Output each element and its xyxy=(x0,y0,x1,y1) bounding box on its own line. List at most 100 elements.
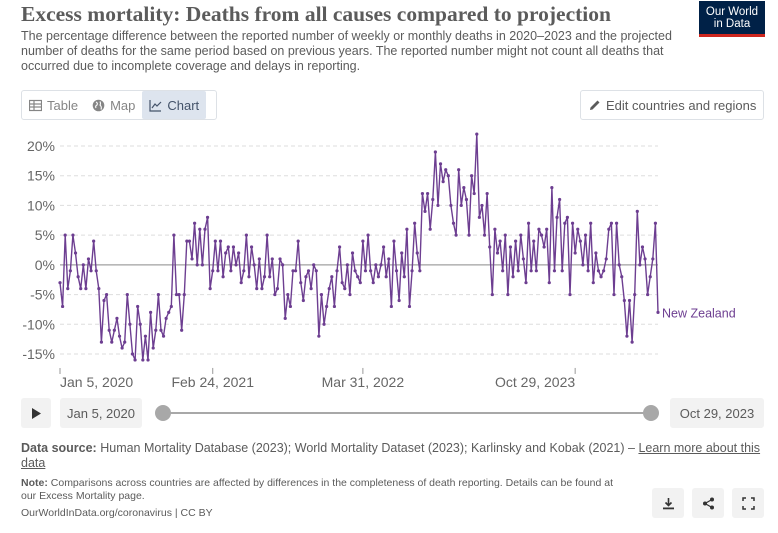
data-point[interactable] xyxy=(369,269,373,273)
data-point[interactable] xyxy=(340,281,344,285)
data-point[interactable] xyxy=(617,263,621,267)
data-point[interactable] xyxy=(275,287,280,291)
data-point[interactable] xyxy=(195,263,199,267)
data-point[interactable] xyxy=(154,328,158,332)
series-line-new-zealand[interactable] xyxy=(59,133,659,361)
data-point[interactable] xyxy=(630,340,634,344)
data-point[interactable] xyxy=(73,251,78,255)
data-point[interactable] xyxy=(286,292,290,297)
data-point[interactable] xyxy=(573,251,577,255)
data-point[interactable] xyxy=(379,263,383,267)
data-point[interactable] xyxy=(508,245,513,249)
data-point[interactable] xyxy=(550,186,554,190)
data-point[interactable] xyxy=(563,221,567,225)
data-point[interactable] xyxy=(265,233,269,237)
data-point[interactable] xyxy=(526,221,531,225)
data-point[interactable] xyxy=(174,292,179,297)
data-point[interactable] xyxy=(485,191,489,196)
data-point[interactable] xyxy=(79,287,83,291)
data-point[interactable] xyxy=(591,281,595,285)
download-button[interactable] xyxy=(652,488,684,518)
data-point[interactable] xyxy=(309,287,313,291)
data-point[interactable] xyxy=(394,269,399,273)
data-point[interactable] xyxy=(151,346,155,350)
data-point[interactable] xyxy=(470,174,474,178)
data-point[interactable] xyxy=(426,191,430,196)
data-point[interactable] xyxy=(475,132,479,136)
data-point[interactable] xyxy=(226,245,230,249)
data-point[interactable] xyxy=(547,281,551,285)
data-point[interactable] xyxy=(317,334,321,338)
data-point[interactable] xyxy=(389,304,393,309)
data-point[interactable] xyxy=(92,239,96,243)
data-point[interactable] xyxy=(516,269,520,273)
tab-chart[interactable]: Chart xyxy=(142,91,207,119)
data-point[interactable] xyxy=(120,346,124,350)
data-point[interactable] xyxy=(234,263,238,267)
data-point[interactable] xyxy=(472,191,476,196)
data-point[interactable] xyxy=(374,263,378,267)
data-point[interactable] xyxy=(477,215,481,219)
data-point[interactable] xyxy=(506,292,510,297)
data-point[interactable] xyxy=(314,269,318,273)
data-point[interactable] xyxy=(244,233,248,237)
data-point[interactable] xyxy=(193,221,197,225)
source-url[interactable]: OurWorldInData.org/coronavirus | CC BY xyxy=(21,507,213,519)
data-point[interactable] xyxy=(293,269,298,273)
data-point[interactable] xyxy=(356,275,360,279)
data-point[interactable] xyxy=(322,322,326,326)
data-point[interactable] xyxy=(221,275,225,279)
series-label[interactable]: New Zealand xyxy=(662,306,736,320)
data-point[interactable] xyxy=(545,227,549,231)
timeline-end-label[interactable]: Oct 29, 2023 xyxy=(670,398,764,428)
data-point[interactable] xyxy=(296,239,300,243)
data-point[interactable] xyxy=(278,257,282,261)
data-point[interactable] xyxy=(640,245,645,249)
data-point[interactable] xyxy=(99,340,104,344)
data-point[interactable] xyxy=(172,233,176,237)
data-point[interactable] xyxy=(312,263,316,267)
data-point[interactable] xyxy=(247,275,251,279)
data-point[interactable] xyxy=(68,269,72,273)
data-point[interactable] xyxy=(586,269,590,273)
data-point[interactable] xyxy=(646,292,650,297)
data-point[interactable] xyxy=(627,298,632,303)
data-point[interactable] xyxy=(348,292,352,297)
data-point[interactable] xyxy=(602,269,606,273)
timeline-end-handle[interactable] xyxy=(643,405,659,421)
data-point[interactable] xyxy=(511,275,515,279)
data-point[interactable] xyxy=(542,245,546,249)
data-point[interactable] xyxy=(555,215,559,219)
data-point[interactable] xyxy=(397,298,401,303)
data-point[interactable] xyxy=(521,257,525,261)
data-point[interactable] xyxy=(614,221,619,225)
data-point[interactable] xyxy=(524,281,528,285)
data-point[interactable] xyxy=(345,263,349,267)
data-point[interactable] xyxy=(136,304,140,309)
data-point[interactable] xyxy=(413,221,417,225)
data-point[interactable] xyxy=(306,269,311,273)
data-point[interactable] xyxy=(482,233,487,237)
data-point[interactable] xyxy=(436,203,440,208)
play-button[interactable] xyxy=(21,398,51,428)
data-point[interactable] xyxy=(495,251,500,255)
data-point[interactable] xyxy=(110,340,114,344)
data-point[interactable] xyxy=(281,263,285,267)
data-point[interactable] xyxy=(537,227,541,231)
data-point[interactable] xyxy=(104,292,109,297)
data-point[interactable] xyxy=(400,251,404,255)
data-point[interactable] xyxy=(609,221,614,225)
data-point[interactable] xyxy=(653,221,658,225)
data-point[interactable] xyxy=(200,263,204,267)
data-point[interactable] xyxy=(94,269,98,273)
data-point[interactable] xyxy=(332,304,337,309)
data-point[interactable] xyxy=(635,209,639,213)
data-point[interactable] xyxy=(143,334,148,338)
data-point[interactable] xyxy=(552,269,557,273)
data-point[interactable] xyxy=(60,304,65,309)
data-point[interactable] xyxy=(325,304,329,309)
data-point[interactable] xyxy=(66,287,70,291)
data-point[interactable] xyxy=(371,281,375,285)
data-point[interactable] xyxy=(402,275,406,279)
data-point[interactable] xyxy=(578,239,582,243)
